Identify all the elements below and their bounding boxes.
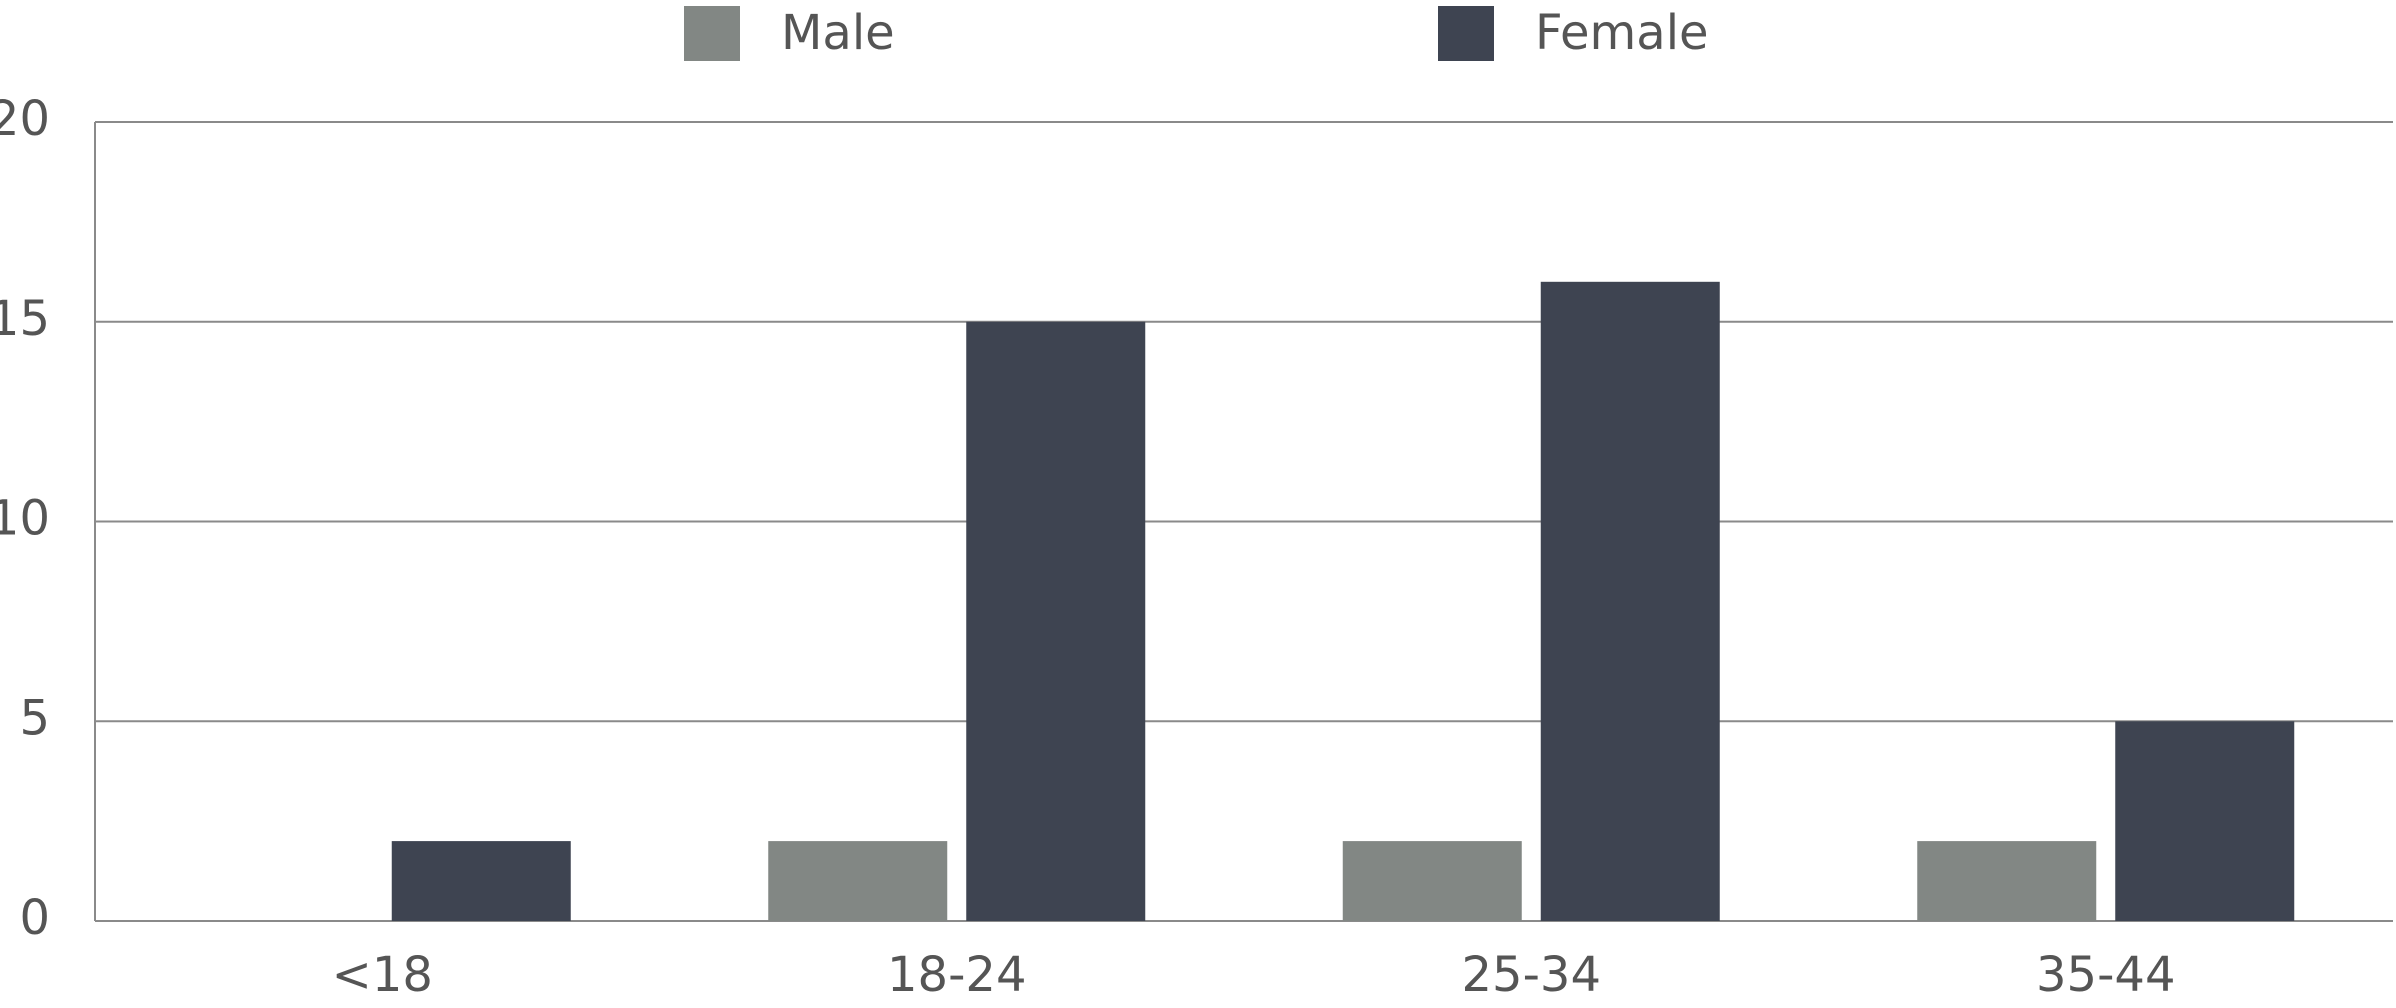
y-tick-label: 5 [19,690,50,746]
legend-label: Male [781,5,895,61]
bar [1540,281,1720,921]
bar [2115,721,2295,921]
bar [1342,841,1522,921]
x-tick-label: 18-24 [887,947,1026,1003]
legend-swatch [684,6,740,61]
y-tick-label: 0 [19,890,50,946]
y-tick-label: 20 [0,91,50,147]
y-tick-label: 10 [0,491,50,547]
bar [1917,841,2097,921]
legend-swatch [1438,6,1494,61]
y-tick-label: 15 [0,291,50,347]
bar [966,321,1146,921]
bar [391,841,571,921]
x-tick-label: <18 [332,947,433,1003]
x-tick-label: 25-34 [1462,947,1601,1003]
legend-label: Female [1535,5,1709,61]
bar [768,841,948,921]
x-tick-label: 35-44 [2036,947,2175,1003]
